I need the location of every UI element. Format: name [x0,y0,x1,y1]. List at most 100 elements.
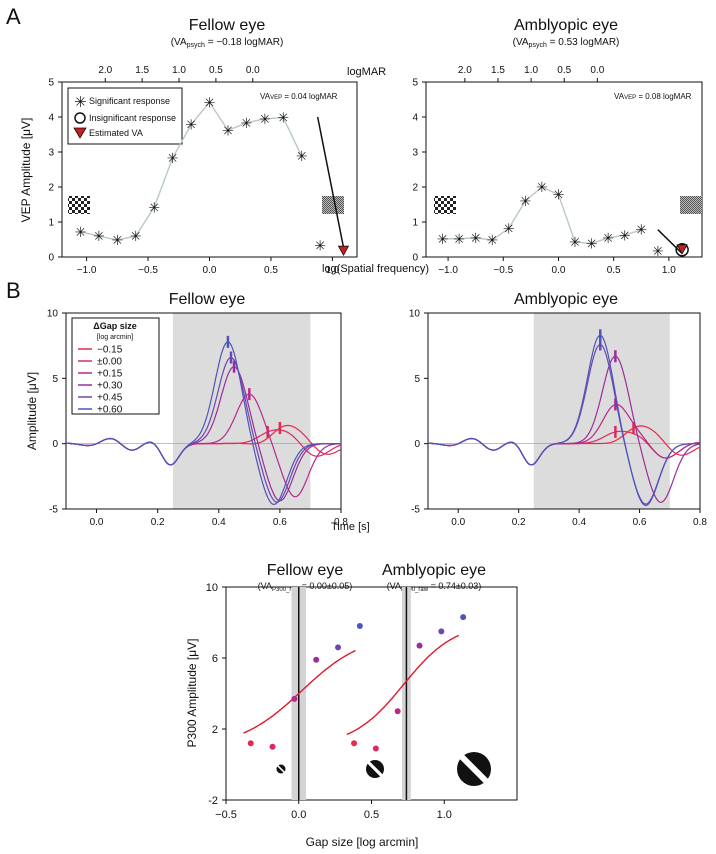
a-legend-box [67,87,183,145]
x-tick-label: 0.2 [512,517,526,528]
a-amblyopic-checker-coarse [434,196,456,214]
y-tick-label: 0 [414,439,420,450]
vep-point: ✳ [437,231,449,247]
vep-point: ✳ [619,227,631,243]
a-fellow-va-vep: VAVEP = 0.04 logMAR [260,92,338,101]
b-fellow-frame [65,312,342,510]
a-amblyopic-va-vep: VAVEP = 0.08 logMAR [614,92,692,101]
b-fellow-plot: Amplitude [μV] Time [s] ΔGap size [log a… [25,309,370,534]
b-amblyopic-frame [427,312,701,510]
legend-entry: +0.30 [97,381,123,392]
vep-point: ✳ [635,222,647,238]
vep-point: ✳ [185,117,197,133]
vep-point: ✳ [148,199,160,215]
p300-point [335,644,342,651]
landolt-medium-icon [366,760,384,778]
b-legend-subtitle: [log arcmin] [97,334,133,341]
vep-point: ✳ [296,148,308,164]
a-fellow-checker-coarse [68,196,90,214]
c-fellow-title: Fellow eye [267,562,344,579]
b-legend: ΔGap size [log arcmin] [71,317,160,415]
y-tick-label: -5 [411,505,420,516]
p300-point [460,614,467,621]
b-xlabel: Time [s] [331,521,370,533]
a-fellow-checker-fine [322,196,344,214]
y-tick-label: 3 [412,148,418,159]
x-tick-label: 0.5 [264,265,278,276]
c-plot: Fellow eye (VAP300_raw = 0.00±0.05) Ambl… [185,562,518,849]
vep-point: ✳ [602,230,614,246]
y-tick-label: 2 [48,183,54,194]
top-tick-label: 1.5 [135,65,149,76]
a-legend-insignificant: Insignificant response [89,113,176,123]
y-tick-label: 10 [206,582,218,594]
a-legend-circle-icon [74,112,86,124]
p300-point [247,740,254,747]
vep-point: ✳ [453,231,465,247]
b-legend-box [71,317,160,415]
vep-point: ✳ [75,224,87,240]
y-tick-label: -2 [208,795,218,807]
a-xlabel: log(Spatial frequency) [322,263,429,275]
vep-point: ✳ [93,228,105,244]
x-tick-label: 1.0 [437,809,452,821]
top-tick-label: 0.5 [209,65,223,76]
vep-point: ✳ [519,193,531,209]
x-tick-label: 0.4 [572,517,586,528]
insignificant-point [675,243,689,257]
sigmoid-fit [243,649,356,734]
vep-point: ✳ [470,230,482,246]
y-tick-label: 5 [48,78,54,89]
top-tick-label: 1.0 [524,65,538,76]
legend-entry: −0.15 [97,345,123,356]
b-amblyopic-title: Amblyopic eye [514,291,618,308]
top-tick-label: 1.0 [172,65,186,76]
c-fellow-va: (VAP300_raw = 0.00±0.05) [258,581,353,593]
y-tick-label: 0 [412,253,418,264]
vep-point: ✳ [259,111,271,127]
y-tick-label: 10 [409,309,421,320]
legend-entry: +0.45 [97,393,123,404]
vep-connector-line [442,186,642,245]
vep-point: ✳ [569,234,581,250]
top-tick-label: 0.5 [557,65,571,76]
a-legend-estimated: Estimated VA [89,128,143,138]
x-tick-label: 0.5 [364,809,379,821]
a-amblyopic-va-psych: (VApsych = 0.53 logMAR) [513,37,620,49]
stimulus-window [172,313,311,509]
x-tick-label: 0.0 [451,517,465,528]
x-tick-label: 0.0 [203,265,217,276]
a-legend-asterisk-icon: ✳ [74,94,87,111]
top-tick-label: 0.0 [246,65,260,76]
erp-line [66,341,341,506]
x-tick-label: −0.5 [493,265,513,276]
panel-b-label: B [6,278,21,303]
x-tick-label: 1.0 [662,265,676,276]
landolt-medium-icon-gap [366,760,384,778]
y-tick-label: -5 [49,505,58,516]
a-amblyopic-frame [425,81,703,258]
vep-point: ✳ [204,94,216,110]
x-tick-label: 0.5 [607,265,621,276]
vep-point: ✳ [652,243,664,259]
x-tick-label: 0.0 [552,265,566,276]
p300-point [313,656,320,663]
landolt-large-icon-gap [458,753,490,785]
y-tick-label: 1 [412,218,418,229]
a-ylabel: VEP Amplitude [μV] [19,118,33,223]
x-tick-label: 0.6 [273,517,287,528]
x-tick-label: −1.0 [77,265,97,276]
p300-point [416,642,423,649]
c-amblyopic-title: Amblyopic eye [382,562,486,579]
y-tick-label: 4 [412,113,418,124]
vep-point: ✳ [553,187,565,203]
vep-fit-line [316,116,346,254]
x-tick-label: 0.8 [334,517,348,528]
vep-point: ✳ [503,220,515,236]
b-fellow-title: Fellow eye [169,291,246,308]
legend-entry: +0.60 [97,405,123,416]
a-amblyopic-checker-fine [680,196,702,214]
c-amblyopic-va: (VAP300_raw = 0.74±0.03) [387,581,482,593]
x-tick-label: 0.0 [291,809,306,821]
